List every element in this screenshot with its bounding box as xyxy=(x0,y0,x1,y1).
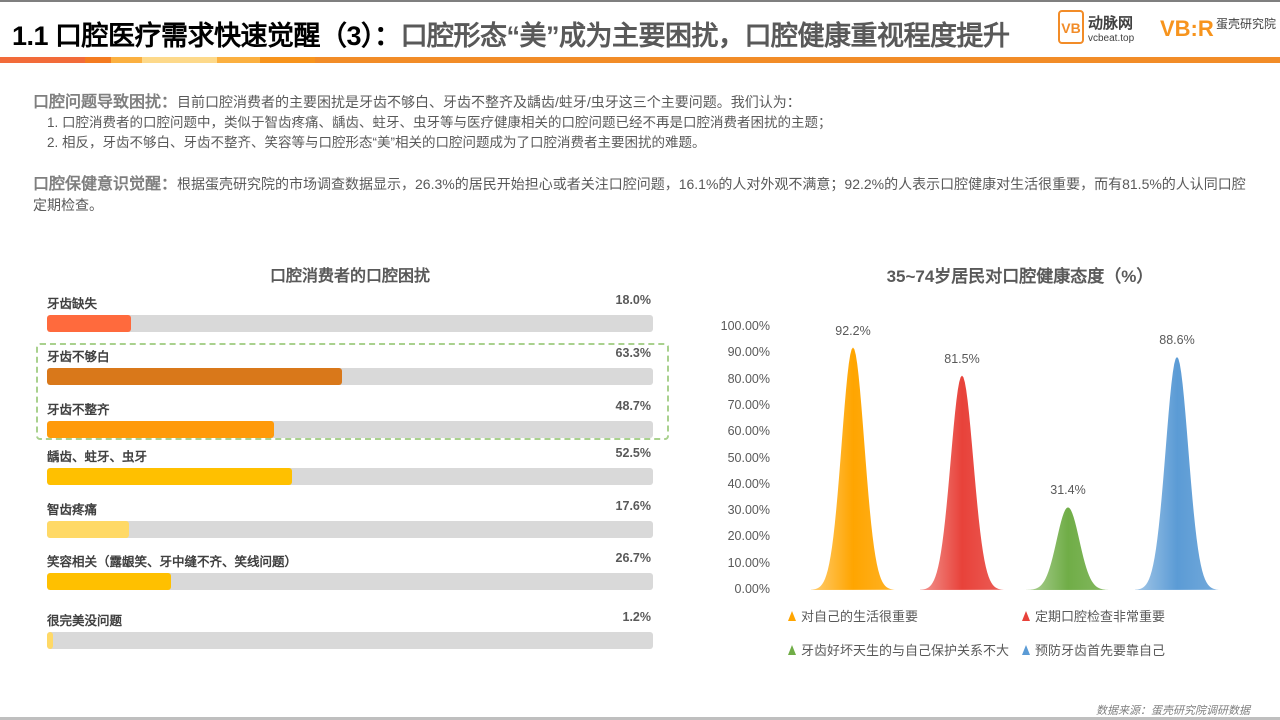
peak-0 xyxy=(811,347,895,590)
y-tick-label: 40.00% xyxy=(727,476,770,491)
bar-value: 17.6% xyxy=(615,499,651,513)
legend-label: 对自己的生活很重要 xyxy=(801,609,919,624)
svg-text:VB:R: VB:R xyxy=(1160,16,1214,41)
legend-label: 定期口腔检查非常重要 xyxy=(1035,609,1166,624)
y-tick-label: 70.00% xyxy=(727,397,770,412)
bar-label: 笑容相关（露龈笑、牙中缝不齐、笑线问题） xyxy=(47,555,298,569)
y-tick-label: 30.00% xyxy=(727,503,770,518)
bar-label: 牙齿不整齐 xyxy=(47,403,110,417)
bar-row: 牙齿不够白 63.3% xyxy=(47,346,653,396)
vcbeat-logo: VB 动脉网 vcbeat.top xyxy=(1058,10,1135,44)
bar xyxy=(47,632,53,649)
bar-value: 1.2% xyxy=(622,610,652,624)
intro-paragraph-2: 口腔保健意识觉醒：根据蛋壳研究院的市场调查数据显示，26.3%的居民开始担心或者… xyxy=(33,174,1253,215)
top-border xyxy=(0,0,1280,2)
bar-label: 牙齿不够白 xyxy=(47,350,110,364)
bottom-border xyxy=(0,717,1280,720)
legend-item: 牙齿好坏天生的与自己保护关系不大 xyxy=(788,640,1009,659)
legend-item: 预防牙齿首先要靠自己 xyxy=(1022,640,1165,659)
legend-label: 预防牙齿首先要靠自己 xyxy=(1035,643,1166,658)
right-chart-title: 35~74岁居民对口腔健康态度（%） xyxy=(886,267,1154,286)
p2-text: 根据蛋壳研究院的市场调查数据显示，26.3%的居民开始担心或者关注口腔问题，16… xyxy=(33,176,1246,213)
bar-label: 很完美没问题 xyxy=(47,614,123,628)
legend-marker-icon xyxy=(788,645,796,655)
bar-value: 52.5% xyxy=(615,446,651,460)
list-item: 2. 相反，牙齿不够白、牙齿不整齐、笑容等与口腔形态“美”相关的口腔问题成为了口… xyxy=(47,135,706,150)
legend-marker-icon xyxy=(1022,611,1030,621)
peak-3 xyxy=(1135,356,1219,590)
bar-track xyxy=(47,521,653,538)
legend-item: 对自己的生活很重要 xyxy=(788,606,918,625)
data-label: 31.4% xyxy=(1050,483,1086,498)
svg-text:VB: VB xyxy=(1061,20,1080,36)
bar-row: 很完美没问题 1.2% xyxy=(47,610,653,660)
bar-row: 龋齿、蛀牙、虫牙 52.5% xyxy=(47,446,653,496)
list-item: 1. 口腔消费者的口腔问题中，类似于智齿疼痛、龋齿、蛀牙、虫牙等与医疗健康相关的… xyxy=(47,115,832,130)
peak-2 xyxy=(1026,507,1110,590)
bar xyxy=(47,521,130,538)
y-tick-label: 60.00% xyxy=(727,424,770,439)
y-tick-label: 100.00% xyxy=(720,319,770,333)
legend-marker-icon xyxy=(1022,645,1030,655)
legend-label: 牙齿好坏天生的与自己保护关系不大 xyxy=(801,643,1010,658)
y-tick-label: 80.00% xyxy=(727,371,770,386)
p1-heading: 口腔问题导致困扰： xyxy=(33,94,178,111)
p1-text: 目前口腔消费者的主要困扰是牙齿不够白、牙齿不整齐及龋齿/蛀牙/虫牙这三个主要问题… xyxy=(177,94,801,110)
data-source: 数据来源：蛋壳研究院调研数据 xyxy=(1096,705,1250,717)
intro-paragraph-1: 口腔问题导致困扰：目前口腔消费者的主要困扰是牙齿不够白、牙齿不整齐及龋齿/蛀牙/… xyxy=(33,92,1253,153)
bar-row: 智齿疼痛 17.6% xyxy=(47,499,653,549)
bar xyxy=(47,315,131,332)
title-main: 1.1 口腔医疗需求快速觉醒（3）： xyxy=(12,21,401,51)
bar-value: 48.7% xyxy=(615,399,651,413)
bar-track xyxy=(47,573,653,590)
svg-text:动脉网: 动脉网 xyxy=(1088,14,1133,32)
bar xyxy=(47,573,172,590)
bar-row: 笑容相关（露龈笑、牙中缝不齐、笑线问题） 26.7% xyxy=(47,551,653,601)
page-title: 1.1 口腔医疗需求快速觉醒（3）：口腔形态“美”成为主要困扰，口腔健康重视程度… xyxy=(12,14,1010,53)
peak-1 xyxy=(920,375,1004,590)
data-label: 88.6% xyxy=(1159,332,1195,347)
svg-text:蛋壳研究院: 蛋壳研究院 xyxy=(1216,16,1276,31)
y-tick-label: 20.00% xyxy=(727,529,770,544)
header-stripe xyxy=(0,57,1280,63)
bar xyxy=(47,421,275,438)
bar-value: 26.7% xyxy=(615,551,651,565)
bar-track xyxy=(47,632,653,649)
bar-value: 18.0% xyxy=(615,293,651,307)
bar xyxy=(47,368,343,385)
y-tick-label: 0.00% xyxy=(734,582,770,596)
legend-item: 定期口腔检查非常重要 xyxy=(1022,606,1165,625)
title-sub: 口腔形态“美”成为主要困扰，口腔健康重视程度提升 xyxy=(400,21,1011,51)
y-tick-label: 10.00% xyxy=(727,555,770,570)
p2-heading: 口腔保健意识觉醒： xyxy=(33,176,178,193)
bar-label: 龋齿、蛀牙、虫牙 xyxy=(47,450,148,464)
bar-row: 牙齿缺失 18.0% xyxy=(47,293,653,343)
data-label: 81.5% xyxy=(944,351,980,366)
highlight-box xyxy=(36,343,669,440)
bar-track xyxy=(47,421,653,438)
bar-track xyxy=(47,315,653,332)
bar xyxy=(47,468,292,485)
bar-track xyxy=(47,468,653,485)
bar-row: 牙齿不整齐 48.7% xyxy=(47,399,653,449)
left-chart-title: 口腔消费者的口腔困扰 xyxy=(269,268,430,285)
bar-track xyxy=(47,368,653,385)
y-tick-label: 90.00% xyxy=(727,345,770,360)
bar-label: 智齿疼痛 xyxy=(47,503,98,517)
bar-value: 63.3% xyxy=(615,346,651,360)
y-tick-label: 50.00% xyxy=(727,450,770,465)
vbr-logo: VB:R 蛋壳研究院 xyxy=(1160,16,1276,41)
legend-marker-icon xyxy=(788,611,796,621)
data-label: 92.2% xyxy=(835,323,871,338)
svg-text:vcbeat.top: vcbeat.top xyxy=(1088,33,1135,44)
bar-label: 牙齿缺失 xyxy=(47,297,98,311)
